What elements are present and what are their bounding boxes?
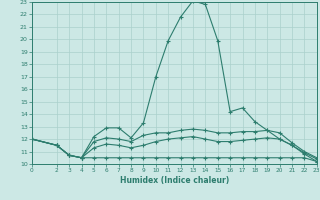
X-axis label: Humidex (Indice chaleur): Humidex (Indice chaleur) bbox=[120, 176, 229, 185]
